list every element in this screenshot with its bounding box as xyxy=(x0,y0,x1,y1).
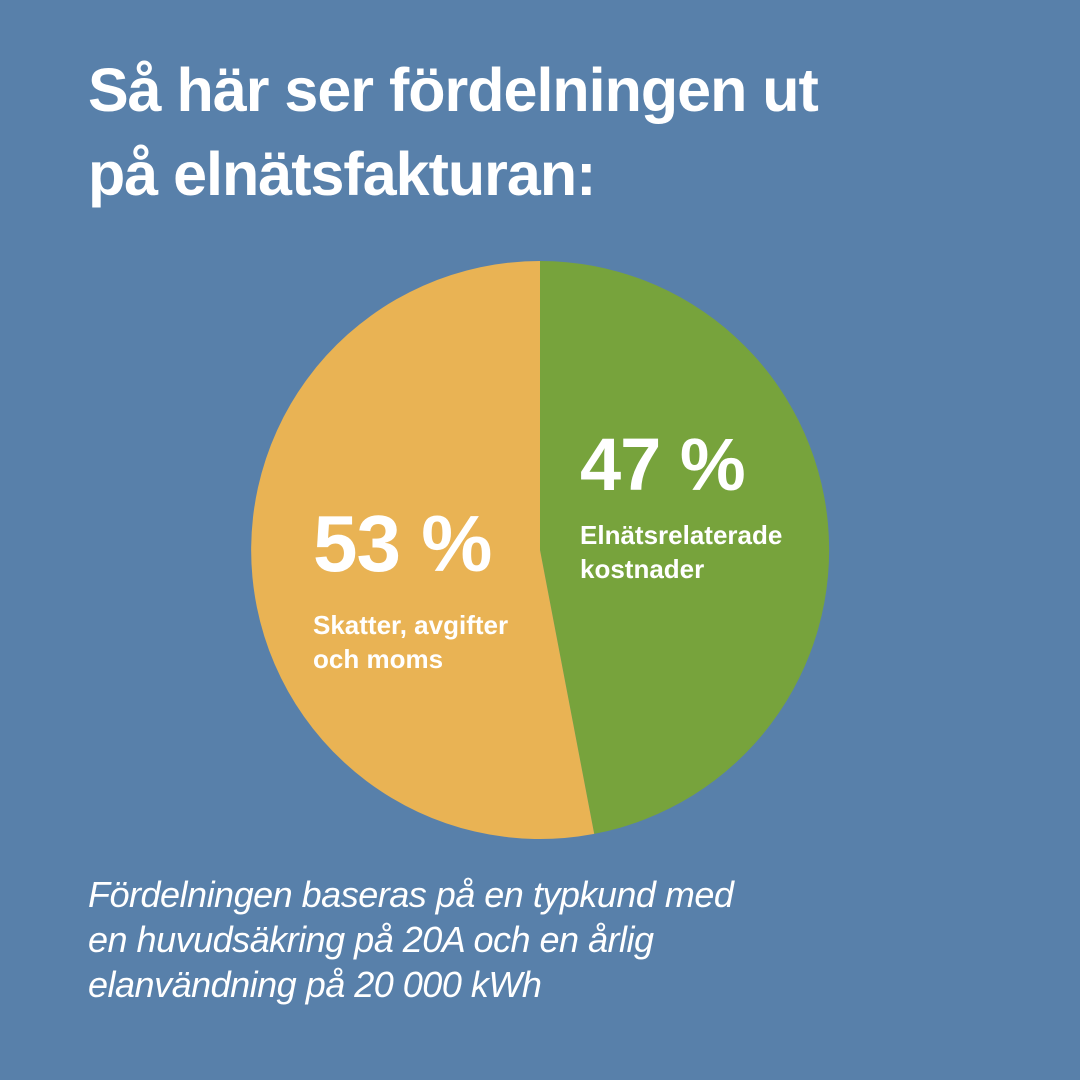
footnote-line-2: en huvudsäkring på 20A och en årlig xyxy=(88,919,654,960)
slice-caption-line: Skatter, avgifter xyxy=(313,610,509,640)
slice-caption-elnatsrelaterade: Elnätsrelaterade kostnader xyxy=(580,518,782,586)
slice-caption-line: Elnätsrelaterade xyxy=(580,519,783,550)
footnote-line-3: elanvändning på 20 000 kWh xyxy=(88,964,542,1005)
slice-label-skatter: 53 % Skatter, avgifter och moms xyxy=(313,502,508,676)
page-title-line-1: Så här ser fördelningen ut xyxy=(88,56,819,124)
slice-value-skatter: 53 % xyxy=(313,499,492,588)
slice-value-elnatsrelaterade: 47 % xyxy=(580,423,746,506)
slice-caption-line: kostnader xyxy=(580,553,705,584)
pie-slice xyxy=(251,261,595,839)
slice-caption-line: och moms xyxy=(313,644,444,674)
footnote-line-1: Fördelningen baseras på en typkund med xyxy=(88,874,734,915)
page-title-line-2: på elnätsfakturan: xyxy=(88,140,596,208)
slice-caption-skatter: Skatter, avgifter och moms xyxy=(313,608,508,676)
page-title: Så här ser fördelningen ut på elnätsfakt… xyxy=(88,48,819,216)
footnote: Fördelningen baseras på en typkund med e… xyxy=(88,872,734,1007)
slice-label-elnatsrelaterade: 47 % Elnätsrelaterade kostnader xyxy=(580,426,782,586)
pie-slice xyxy=(540,260,830,834)
